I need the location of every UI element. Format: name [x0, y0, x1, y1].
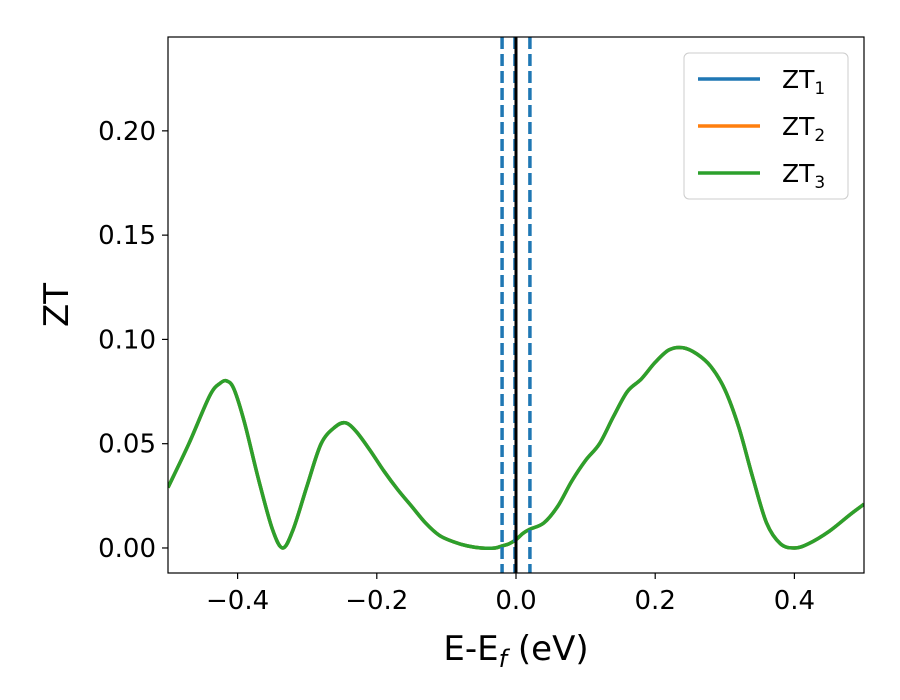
x-tick-label: 0.4 [774, 586, 815, 616]
y-tick-label: 0.15 [98, 221, 156, 251]
legend-label-3: ZT3 [782, 159, 825, 193]
x-axis-label: E-Ef (eV) [443, 629, 588, 673]
legend-box [683, 52, 849, 200]
y-tick-label: 0.05 [98, 430, 156, 460]
series-layer [168, 345, 864, 550]
reference-lines [500, 37, 532, 573]
y-tick-label: 0.00 [98, 534, 156, 564]
y-axis-label: ZT [37, 283, 77, 327]
legend-label-2: ZT2 [782, 112, 825, 146]
x-tick-label: 0.0 [495, 586, 536, 616]
y-tick-label: 0.20 [98, 117, 156, 147]
x-axis-ticks: −0.4 −0.2 0.0 0.2 0.4 [206, 573, 815, 616]
x-tick-label: −0.2 [345, 586, 408, 616]
series-line-3 [168, 345, 864, 550]
y-tick-label: 0.10 [98, 325, 156, 355]
x-axis-label-unit: (eV) [507, 629, 589, 669]
legend-label-1: ZT1 [782, 65, 825, 99]
x-tick-label: −0.4 [206, 586, 269, 616]
y-axis-ticks: 0.00 0.05 0.10 0.15 0.20 [98, 117, 168, 564]
legend: ZT1 ZT2 ZT3 [683, 52, 849, 200]
x-tick-label: 0.2 [635, 586, 676, 616]
